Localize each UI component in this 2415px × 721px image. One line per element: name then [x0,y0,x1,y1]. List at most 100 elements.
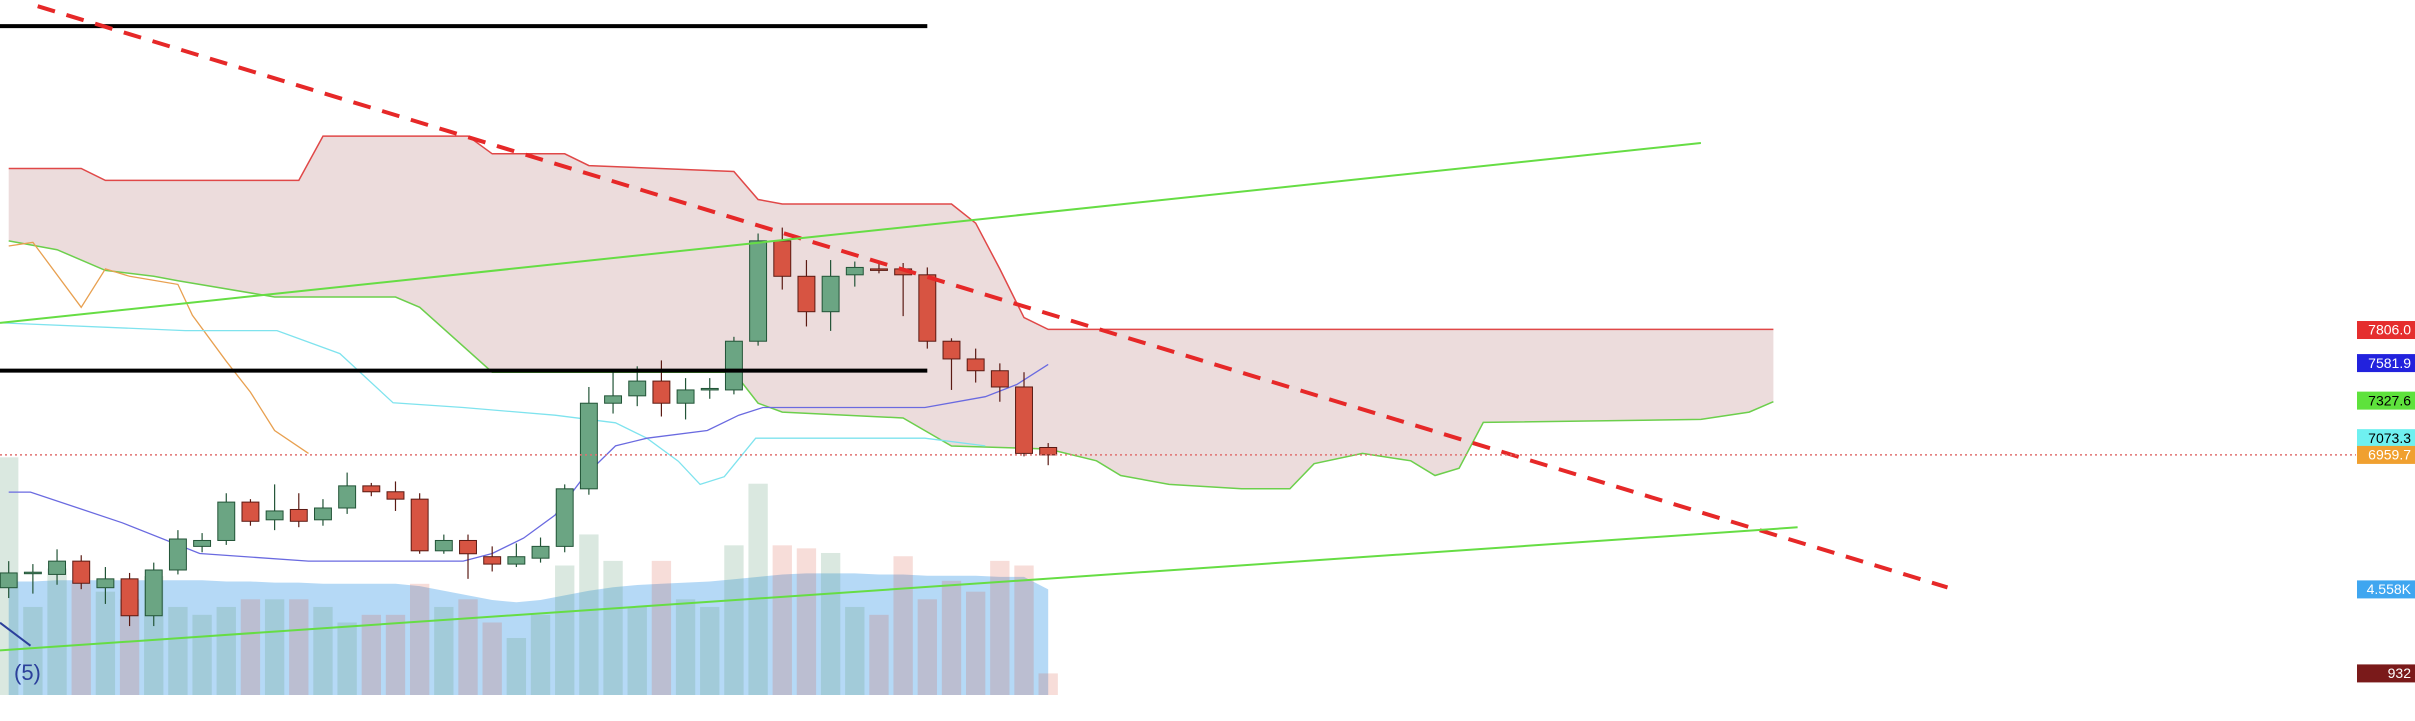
volume-bar [555,565,575,695]
volume-bar [965,591,986,695]
candle-body [942,340,961,360]
volume-bar [47,568,67,695]
volume-bar [313,606,333,695]
candle-body [338,485,357,509]
candle-body [966,358,985,372]
plot-layer [0,4,2356,695]
volume-bar [627,606,647,695]
volume-bar [603,560,623,695]
price-label: 4.558K [2367,581,2412,597]
candle-body [72,560,91,584]
volume-bar [990,560,1010,695]
price-label-box [2357,580,2415,599]
volume-bar [820,552,841,695]
volume-bar [1038,673,1058,695]
candle-body [120,578,139,617]
candle-body [386,491,405,500]
volume-bar [772,545,792,695]
volume-bar [264,599,285,695]
candle-body [168,538,187,571]
candle-body [265,510,284,521]
candle-body [604,395,623,404]
volume-bar [675,599,696,695]
candle-body [652,380,671,404]
volume-bar [482,622,502,695]
price-label-box [2357,445,2415,464]
volume-bar [458,599,478,695]
candle-body [797,275,816,313]
candle-body [241,501,260,522]
volume-bar [119,599,140,695]
volume-bar [941,580,962,695]
candle-body [870,268,888,271]
candle-body [410,498,429,552]
volume-bar [409,583,430,695]
candle-body [362,485,381,493]
volume-bar [289,599,309,695]
volume-bar [240,599,261,695]
candle-body [845,266,864,276]
volume-bar [651,560,672,695]
indicator-line [1,322,986,486]
candle-body [193,539,212,547]
price-label-box [2357,391,2415,410]
price-label: 6959.7 [2368,447,2411,463]
volume-bar [168,606,188,695]
price-label: 7806.0 [2368,322,2411,338]
volume-bar [1014,565,1034,695]
candle-body [990,370,1009,388]
candle-body [773,240,792,277]
trend-line [0,142,1702,324]
volume-bar [893,556,913,695]
candle-body [144,569,163,617]
volume-bar [434,606,454,695]
volume-bar [748,483,768,695]
candle-body [749,240,768,342]
price-label-box [2357,354,2415,373]
cloud-edge [8,135,1774,331]
candle-body [96,578,115,589]
indicator-line [8,241,309,454]
volume-bar [71,583,91,695]
price-label-box [2357,429,2415,448]
volume-bar [337,622,357,695]
candle-body [724,340,743,391]
candle-body [289,508,308,522]
candle-body [23,571,42,575]
volume-bar [385,614,406,695]
candle-body [821,275,840,313]
price-label: 7327.6 [2368,392,2411,408]
volume-bar [724,545,744,695]
volume-bar [917,599,937,695]
candle-body [48,560,67,575]
candle-body [217,501,236,541]
volume-bar [796,548,817,695]
candle-body [483,556,502,565]
candle-body [676,389,695,404]
candle-body [700,387,719,391]
volume-bar [700,606,720,695]
candle-body [0,572,18,589]
price-label-box [2357,321,2415,340]
candle-body [531,545,550,559]
volume-bar [361,614,381,695]
volume-bar [845,606,865,695]
candle-body [579,402,598,490]
volume-bar [216,606,236,695]
candle-body [918,274,937,342]
volume-bar [23,606,43,695]
cloud-fill [8,136,1774,489]
candle-body [507,556,526,565]
price-label: 7581.9 [2368,355,2411,371]
volume-bar [192,614,212,695]
candle-body [628,380,647,397]
volume-bar [530,614,551,695]
candle-body [1015,386,1033,454]
candle-body [434,539,453,552]
volume-bar [579,534,599,695]
volume-ma-area [8,573,1049,695]
price-label-box [2357,664,2415,683]
wave-annotation: (5) [14,660,41,685]
candle-body [314,507,332,521]
